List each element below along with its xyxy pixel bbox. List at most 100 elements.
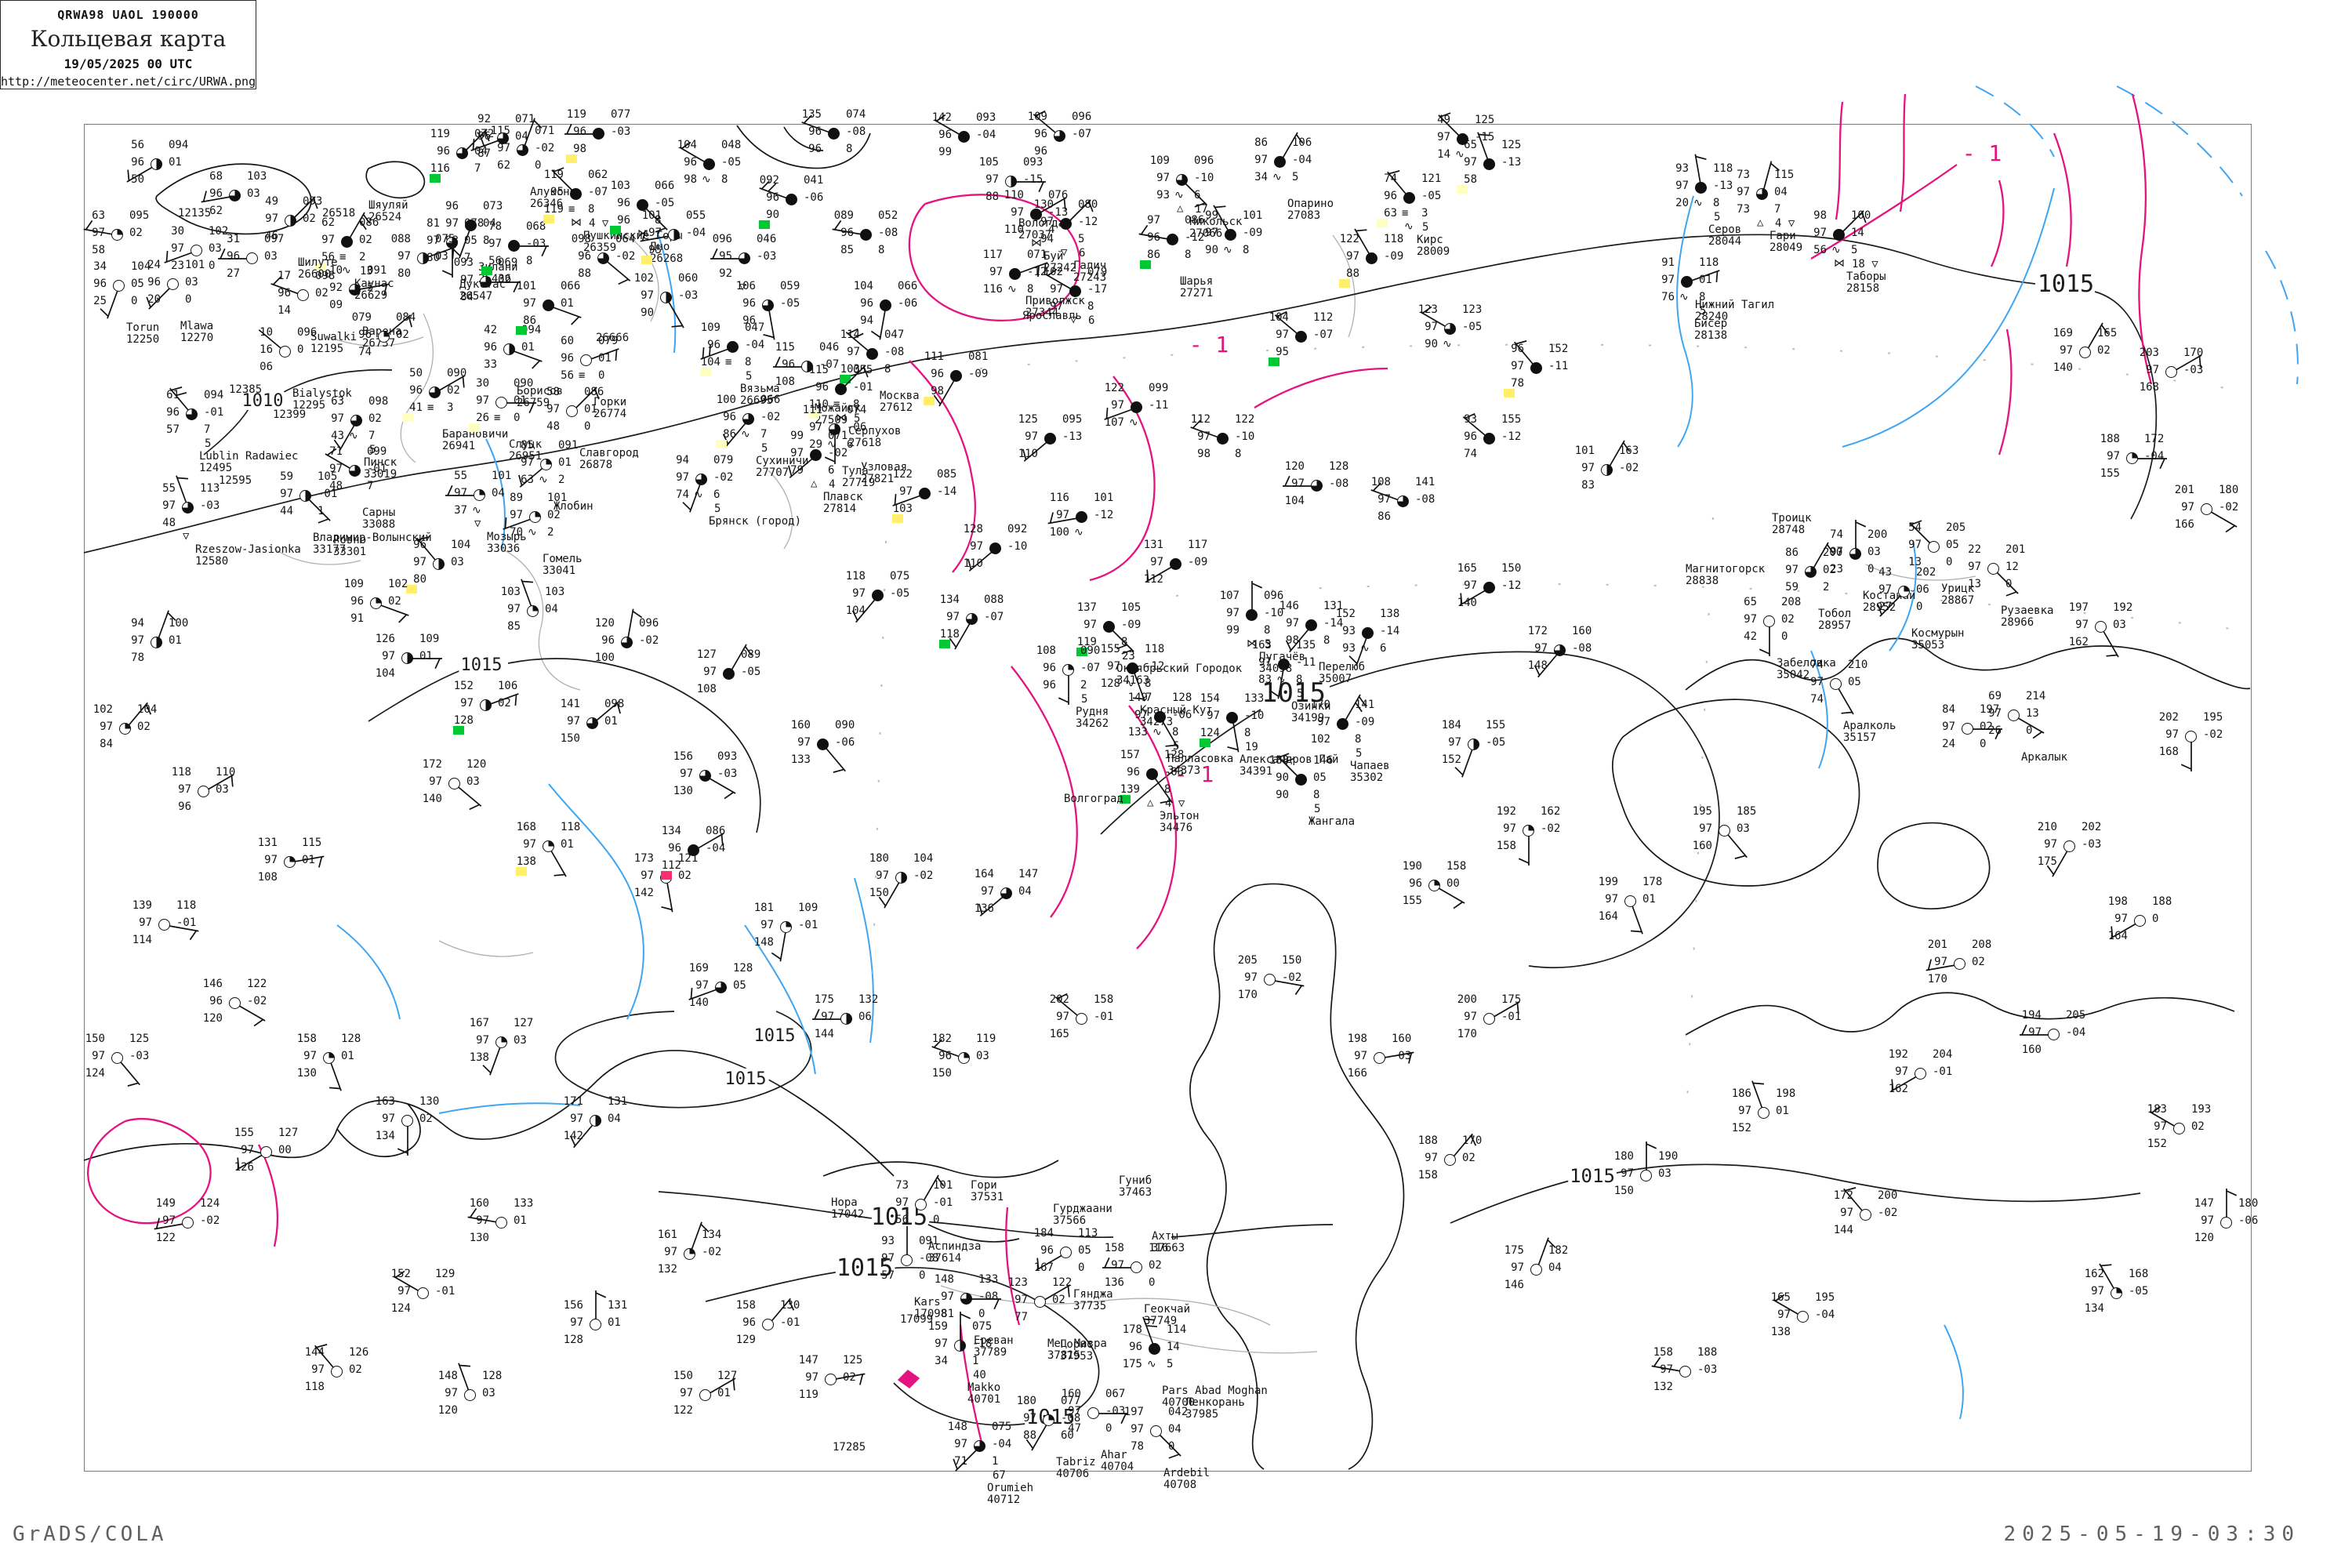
rivers-path [1842,187,2055,448]
isobar-label: 1015 [754,1026,796,1046]
fronts-path [908,194,1081,321]
front-label: - 1 [1174,761,1214,787]
borders-path [768,470,793,550]
map-frame-border [84,124,2252,1472]
cloud-cover-circle [1797,1311,1809,1323]
pressure-tendency-value: -01 [204,406,224,419]
isobars-path [1100,709,1261,835]
borders-path [400,313,434,463]
humidity-value: 25 [93,295,107,307]
humidity-value: 06 [260,361,273,373]
cloud-cover-circle [341,236,353,248]
cloud-cover-circle [915,1199,927,1210]
cloud-cover-circle [480,699,492,711]
cloud-cover-circle [182,1217,194,1229]
cloud-cover-circle [1397,495,1409,507]
cloud-cover-circle [1444,323,1456,335]
cloud-cover-circle [1167,234,1178,245]
cloud-cover-circle [465,220,477,231]
precip-marker-square [430,174,441,183]
cloud-amount-value: 7 [474,162,481,175]
cloud-cover-circle [474,489,485,501]
cloud-cover-circle [1679,1366,1691,1377]
precip-marker-square [402,413,413,422]
pressure-value: 113 [200,482,220,495]
cloud-cover-circle [762,1319,774,1330]
cloud-cover-circle [1530,362,1542,374]
fronts-path [2131,93,2153,385]
cloud-amount-value: 0 [209,260,216,272]
isobar-label: 1015 [461,655,503,675]
cloud-cover-circle [1483,1013,1495,1025]
cloud-cover-circle [1054,130,1065,142]
pressure-tendency-value: -01 [367,463,387,475]
cloud-cover-circle [1523,825,1534,837]
humidity-value: 80 [426,252,440,264]
cloud-amount-value: 3 [447,401,454,414]
cloud-cover-circle [715,982,727,993]
humidity-value: 48 [546,420,560,433]
cloud-cover-circle [517,144,528,156]
fronts-path [1011,666,1078,918]
precip-marker-square [481,267,492,275]
dewpoint-value: 97 [265,212,278,225]
cloud-cover-circle [1076,1013,1087,1025]
station-name-label: Гори 37531 [971,1179,1004,1203]
cloud-cover-circle [1695,182,1707,194]
cloud-cover-circle [417,252,429,264]
cloud-cover-circle [919,488,931,499]
cloud-cover-circle [1601,464,1613,476]
humidity-value: 48 [329,480,343,492]
humidity-value: 23 [171,260,184,272]
cloud-cover-circle [1295,774,1307,786]
cloud-cover-circle [285,215,296,227]
cloud-cover-circle [1763,615,1775,627]
pressure-value: 099 [367,445,387,458]
cloud-cover-circle [497,132,509,144]
station-name-label: 12595 [219,474,252,487]
cloud-cover-circle [495,1217,507,1229]
station-name-label: 12135 [178,207,212,220]
cloud-cover-circle [1062,664,1074,676]
present-weather-icon: ∿ [472,504,481,517]
pressure-tendency-value: 05 [131,278,144,290]
coast-path [83,1050,895,1177]
cloud-cover-circle [570,188,582,200]
cloud-cover-circle [464,1389,476,1401]
cloud-cover-circle [1149,1343,1160,1355]
cloud-amount-value: 7 [368,430,376,442]
cloud-cover-circle [668,229,680,241]
station-name-label: Bialystok 12295 [292,387,352,412]
cloud-amount-value: 8 [483,234,490,247]
station-name-label: Борисов 26759 [517,385,564,409]
cloud-cover-circle [543,840,554,852]
cloud-cover-circle [1131,401,1142,413]
cloud-cover-circle [1987,563,1999,575]
pressure-tendency-value: -01 [318,488,338,500]
dewpoint-value: 97 [321,234,335,246]
fronts-path [1254,367,1388,408]
map-title-box: QRWA98 UAOL 190000 Кольцевая карта 19/05… [0,0,257,89]
isobars-path [1616,1163,2141,1203]
pressure-tendency-value: 01 [584,403,597,416]
fronts-path [1810,164,1958,260]
fronts-path [1835,101,1844,220]
cloud-cover-circle [1087,1407,1099,1419]
isobar-label: 1015 [461,655,503,675]
coast-path [1254,883,1405,1470]
cloud-cover-circle [480,276,492,288]
pressure-tendency-value: 01 [521,341,535,354]
cloud-cover-circle [828,128,840,140]
isobars-path [507,658,761,833]
cloud-cover-circle [1217,433,1229,445]
fronts-path [1128,705,1178,949]
station-name-label: Torun 12250 [126,321,160,346]
station-name-label: Волгоград [1064,793,1123,805]
isobar-label: 1010 [242,391,284,411]
cloud-cover-circle [989,543,1001,554]
pressure-value: 073 [483,200,503,212]
front-label: - 1 [1962,140,2002,166]
cloud-cover-circle [1554,644,1566,656]
dewpoint-value: 97 [488,238,502,250]
cloud-cover-circle [503,343,515,355]
